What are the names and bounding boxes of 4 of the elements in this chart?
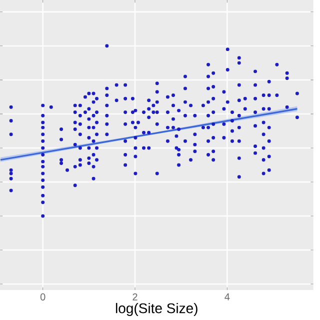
x-tick-label: 2 xyxy=(132,293,138,300)
x-tick-label: 0 xyxy=(40,293,46,300)
x-axis-title: log(Site Size) xyxy=(116,302,198,316)
x-tick-label: 4 xyxy=(224,293,230,300)
